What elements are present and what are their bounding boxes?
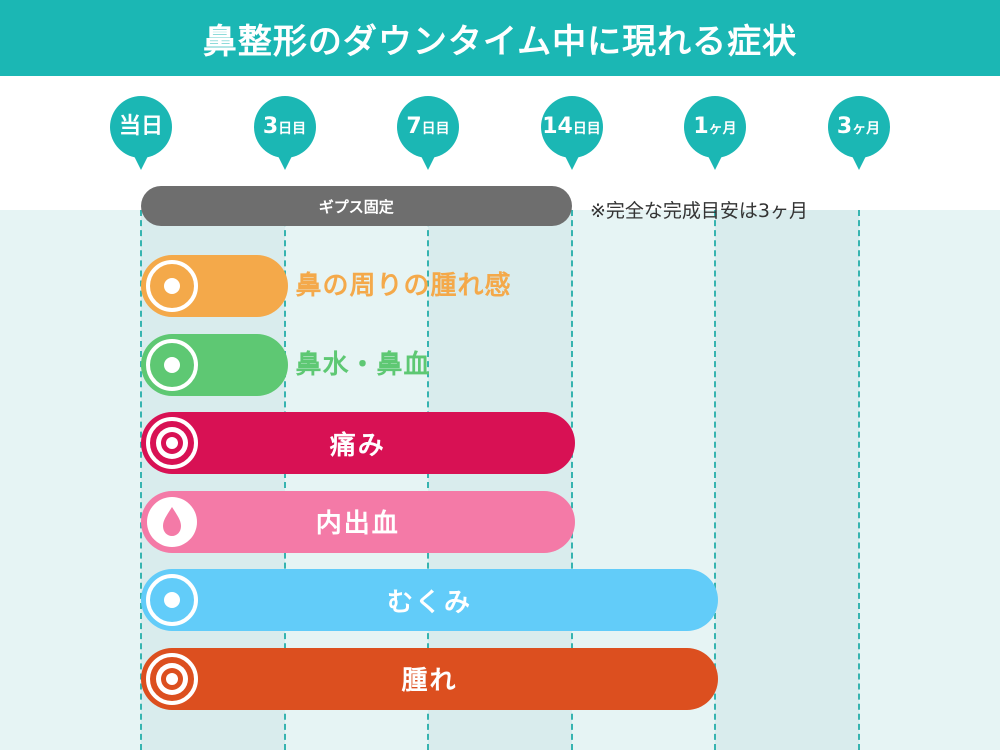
timeline-marker: 14日目: [538, 96, 606, 174]
timeline-label-main: 14: [542, 114, 573, 139]
symptom-bar: 腫れ: [141, 647, 718, 710]
timeline-marker: 3ヶ月: [825, 96, 893, 174]
gridline: [140, 210, 142, 750]
timeline-label-main: 3: [262, 114, 279, 139]
timeline-label-main: 3: [836, 114, 853, 139]
timeline-label-suffix: 日目: [572, 121, 601, 137]
symptom-label: 内出血: [315, 509, 400, 539]
symptom-bar: 痛み: [141, 412, 575, 474]
timeline-label-suffix: 日目: [278, 121, 307, 137]
gridline: [283, 210, 286, 750]
timeline-label: 3ヶ月: [825, 110, 893, 146]
symptom-bar: [141, 333, 288, 396]
target-icon: [146, 417, 198, 469]
symptom-icon: [145, 573, 199, 627]
timeline-label-suffix: ヶ月: [708, 121, 737, 137]
timeline-label-main: 7: [406, 114, 422, 139]
timeline-label-suffix: 日目: [421, 121, 450, 137]
timeline-label: 当日: [107, 110, 175, 146]
symptom-icon: [145, 652, 199, 706]
map-pin-icon: [253, 96, 316, 170]
dot-ring-icon: [146, 574, 198, 626]
timeline-label-suffix: ヶ月: [852, 121, 881, 137]
symptom-label: 鼻水・鼻血: [295, 349, 431, 380]
column-shade: [715, 210, 859, 750]
timeline-label-main: 当日: [118, 114, 163, 139]
map-pin-icon: [827, 96, 890, 170]
timeline-label: 1ヶ月: [681, 110, 749, 146]
target-icon: [146, 652, 198, 705]
symptom-label: 腫れ: [401, 666, 458, 696]
symptom-bar: むくみ: [141, 569, 718, 631]
symptom-icon: [145, 338, 199, 392]
map-pin-icon: [397, 96, 459, 170]
map-pin-icon: [110, 96, 172, 170]
gridline: [714, 210, 716, 750]
page-title: 鼻整形のダウンタイム中に現れる症状: [0, 0, 1000, 76]
timeline-marker: 当日: [107, 96, 175, 174]
timeline-label: 14日目: [538, 110, 606, 146]
symptom-label: 痛み: [329, 430, 386, 461]
dot-ring-icon: [146, 260, 198, 312]
droplet-icon: [147, 496, 197, 547]
dot-ring-icon: [146, 338, 198, 391]
timeline-label-main: 1: [693, 114, 709, 139]
map-pin-icon: [684, 96, 746, 170]
timeline-marker: 3日目: [251, 96, 319, 174]
cast-period-bar: ギプス固定: [141, 186, 572, 226]
completion-note: ※完全な完成目安は3ヶ月: [590, 200, 809, 222]
symptom-icon: [145, 416, 199, 470]
symptom-bar: 内出血: [141, 490, 575, 553]
gridline: [857, 210, 860, 750]
map-pin-icon: [540, 96, 603, 170]
symptom-label: むくみ: [386, 587, 473, 618]
timeline-marker: 1ヶ月: [681, 96, 749, 174]
cast-period-label: ギプス固定: [318, 197, 394, 216]
symptom-icon: [145, 495, 199, 549]
timeline-label: 3日目: [251, 110, 319, 146]
gridline: [427, 210, 429, 750]
timeline-marker: 7日目: [394, 96, 462, 174]
symptom-icon: [145, 259, 199, 313]
timeline-label: 7日目: [394, 110, 462, 146]
symptom-label: 鼻の周りの腫れ感: [295, 271, 512, 301]
symptom-bar: [141, 255, 288, 317]
gridline: [570, 210, 573, 750]
